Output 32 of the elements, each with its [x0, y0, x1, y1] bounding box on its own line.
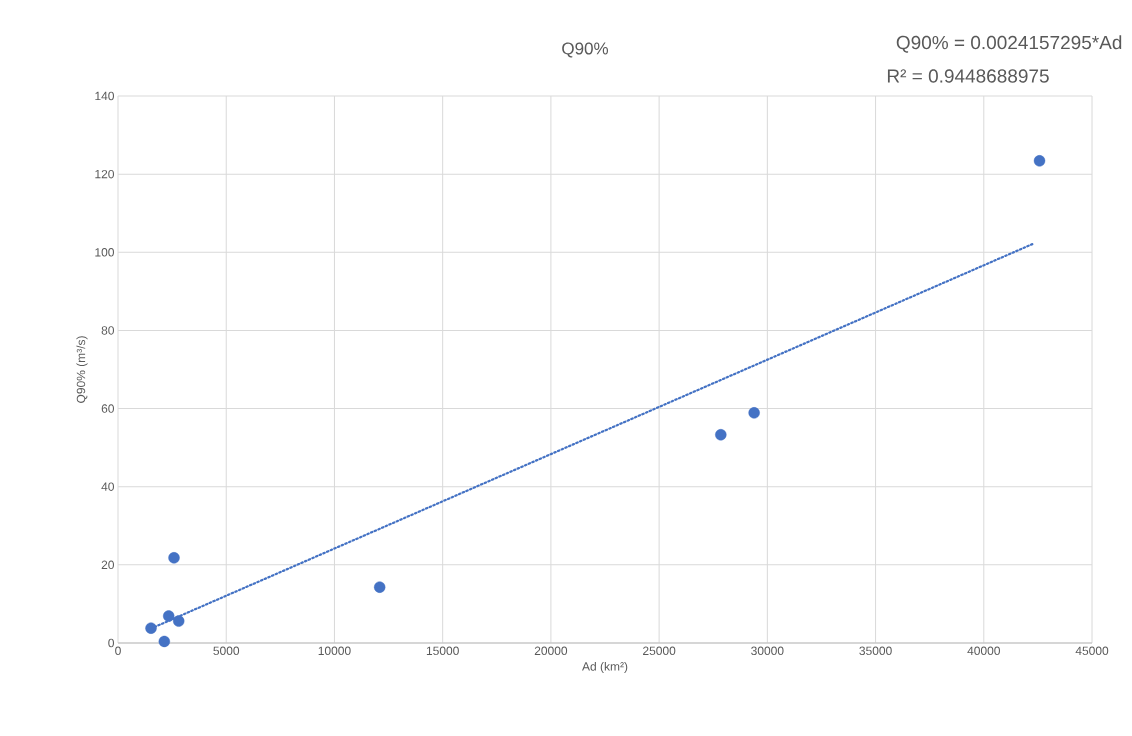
y-tick-label: 60 [101, 404, 114, 413]
y-tick-label: 120 [95, 169, 114, 179]
text: Q90% = 0.0024157295*Ad [896, 35, 1122, 53]
x-tick-label: 15000 [426, 646, 459, 656]
y-tick-label: 140 [95, 91, 114, 101]
point [715, 429, 727, 441]
y-tick-label: 0 [108, 638, 114, 648]
point [163, 610, 175, 622]
y-tick-label: 80 [101, 326, 114, 335]
y-tick-label: 100 [95, 248, 114, 257]
point [748, 407, 760, 419]
x-tick-label: 5000 [213, 646, 240, 656]
x-tick-label: 20000 [534, 646, 568, 656]
point [158, 635, 171, 648]
y-axis-title: Q90% (m³/s) [76, 336, 88, 403]
y-tick-label: 20 [101, 560, 114, 570]
point [173, 615, 185, 627]
x-tick-label: 40000 [967, 646, 1000, 656]
x-tick-label: 30000 [751, 646, 784, 656]
x-tick-label: 45000 [1075, 646, 1109, 656]
point [168, 552, 180, 564]
point [1033, 155, 1046, 167]
point [373, 581, 386, 593]
x-tick-label: 25000 [643, 646, 676, 656]
text: R² = 0.9448688975 [887, 69, 1049, 83]
chart-title: Q90% [562, 42, 609, 58]
point [145, 622, 157, 634]
x-axis-title: Ad (km²) [582, 661, 628, 674]
x-tick-label: 10000 [318, 646, 351, 656]
x-tick-label: 0 [115, 646, 121, 656]
y-tick-label: 40 [101, 482, 114, 491]
x-tick-label: 35000 [859, 646, 892, 656]
